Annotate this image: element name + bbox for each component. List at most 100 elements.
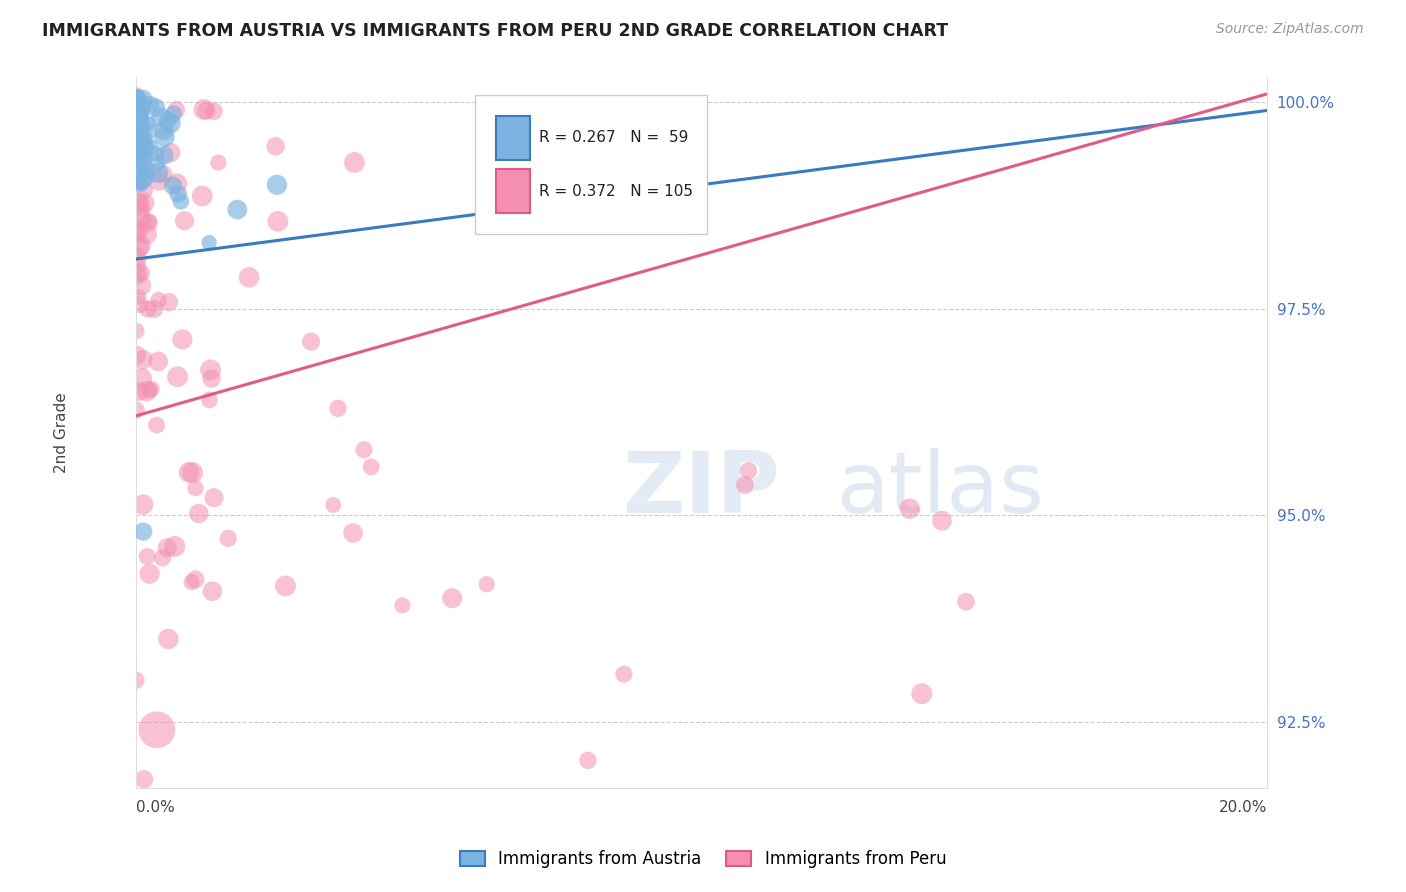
Text: Source: ZipAtlas.com: Source: ZipAtlas.com: [1216, 22, 1364, 37]
Point: [125, 130, 148, 145]
Point: [207, 155, 229, 169]
Point: [613, 667, 636, 681]
Point: [131, 130, 153, 145]
Point: [475, 577, 498, 591]
Point: [128, 297, 150, 311]
Point: [153, 148, 176, 162]
Point: [326, 401, 349, 416]
Point: [132, 772, 155, 787]
Point: [132, 158, 155, 172]
Point: [737, 464, 759, 478]
Point: [129, 101, 152, 115]
Point: [138, 566, 160, 581]
Point: [145, 146, 167, 161]
Point: [127, 107, 149, 121]
Point: [198, 392, 221, 407]
Point: [131, 212, 153, 227]
Point: [129, 278, 152, 293]
Point: [136, 116, 159, 130]
Point: [342, 526, 364, 541]
Point: [132, 498, 155, 512]
Text: IMMIGRANTS FROM AUSTRIA VS IMMIGRANTS FROM PERU 2ND GRADE CORRELATION CHART: IMMIGRANTS FROM AUSTRIA VS IMMIGRANTS FR…: [42, 22, 948, 40]
Point: [127, 290, 149, 304]
Point: [180, 575, 202, 590]
Point: [134, 135, 156, 149]
Point: [266, 178, 288, 192]
Point: [129, 239, 152, 253]
Point: [134, 140, 156, 154]
Point: [132, 93, 155, 107]
Point: [129, 178, 152, 192]
Point: [139, 384, 162, 398]
Point: [125, 673, 148, 688]
Point: [131, 97, 153, 112]
Text: R = 0.267   N =  59: R = 0.267 N = 59: [540, 130, 689, 145]
Point: [127, 194, 149, 209]
Point: [128, 107, 150, 121]
Point: [135, 227, 157, 241]
Point: [148, 166, 170, 180]
Point: [156, 541, 179, 555]
Point: [131, 134, 153, 148]
Point: [131, 202, 153, 217]
Point: [955, 595, 977, 609]
Point: [187, 507, 209, 521]
Point: [125, 91, 148, 105]
Point: [146, 156, 169, 170]
Point: [163, 540, 186, 554]
FancyBboxPatch shape: [475, 95, 707, 234]
Point: [274, 579, 297, 593]
Point: [125, 148, 148, 162]
Point: [136, 384, 159, 399]
Point: [360, 459, 382, 474]
Point: [128, 241, 150, 255]
Point: [734, 478, 756, 492]
Point: [184, 573, 207, 587]
Point: [143, 301, 166, 316]
Point: [153, 123, 176, 137]
Point: [166, 177, 188, 191]
Point: [128, 163, 150, 178]
Point: [173, 213, 195, 227]
Point: [132, 352, 155, 367]
Point: [125, 259, 148, 273]
Point: [911, 687, 934, 701]
Point: [576, 753, 599, 767]
FancyBboxPatch shape: [496, 169, 530, 213]
Text: 2nd Grade: 2nd Grade: [55, 392, 69, 473]
Point: [134, 150, 156, 164]
Point: [162, 178, 184, 193]
Point: [391, 599, 413, 613]
Point: [148, 174, 170, 188]
Point: [127, 92, 149, 106]
Point: [152, 550, 174, 565]
Point: [127, 223, 149, 237]
Point: [129, 98, 152, 112]
Point: [125, 168, 148, 182]
Point: [343, 155, 366, 169]
Point: [129, 136, 152, 150]
Point: [131, 173, 153, 187]
Point: [127, 174, 149, 188]
Text: ZIP: ZIP: [623, 448, 780, 531]
Point: [159, 116, 181, 130]
Point: [167, 186, 190, 201]
Point: [200, 371, 222, 385]
Point: [125, 348, 148, 362]
Point: [125, 403, 148, 417]
Point: [128, 107, 150, 121]
Point: [152, 167, 174, 181]
Point: [125, 324, 148, 338]
Point: [128, 200, 150, 214]
Point: [136, 549, 159, 564]
Point: [131, 165, 153, 179]
Point: [136, 162, 159, 177]
Point: [202, 104, 225, 119]
Point: [129, 112, 152, 127]
Point: [138, 216, 160, 230]
Point: [134, 183, 156, 197]
Point: [125, 151, 148, 165]
Point: [149, 111, 172, 125]
Point: [127, 116, 149, 130]
Point: [441, 591, 464, 606]
